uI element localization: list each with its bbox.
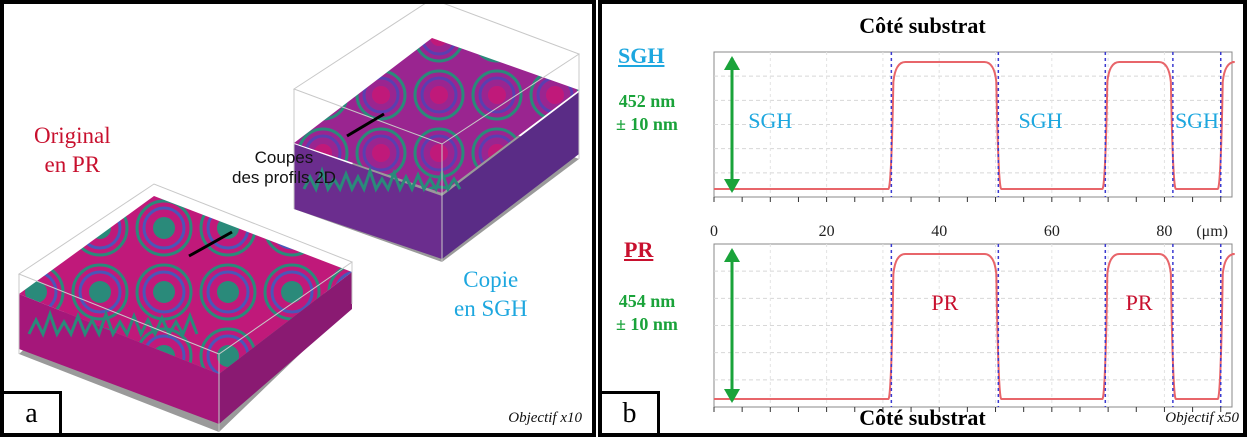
height-arrow-head-down xyxy=(724,179,740,193)
sgh-region-label: SGH xyxy=(1019,108,1063,133)
sgh-profile-cut-line xyxy=(346,112,385,138)
panel-b-label: b xyxy=(602,391,660,433)
panel-a-3d-topography: Original en PR Coupes des profils 2D Cop… xyxy=(0,0,596,437)
pr-original-block xyxy=(17,183,354,432)
x-tick-label: 20 xyxy=(819,223,835,240)
pr-profile-curve xyxy=(714,253,1235,400)
profile-cuts-label: Coupes des profils 2D xyxy=(232,148,336,187)
x-tick-label: 80 xyxy=(1156,223,1172,240)
panel-a-label: a xyxy=(4,391,62,433)
height-arrow-head-down xyxy=(724,389,740,403)
panel-b-2d-profiles: Côté substrat Côté substrat SGH PR 452 n… xyxy=(598,0,1247,437)
objective-x10-label: Objectif x10 xyxy=(508,410,582,426)
sgh-step-height: 452 nm ± 10 nm xyxy=(616,91,678,134)
bottom-substrate-title: Côté substrat xyxy=(859,404,986,430)
top-substrate-title: Côté substrat xyxy=(859,13,986,38)
sgh-copy-block xyxy=(292,4,581,262)
sgh-profile-curve xyxy=(714,61,1235,190)
topography-renderings xyxy=(17,4,581,432)
height-arrow-head-up xyxy=(724,248,740,262)
pr-region-label: PR xyxy=(1126,290,1153,315)
original-pr-label: Original en PR xyxy=(34,123,111,177)
x-axis-unit: (μm) xyxy=(1196,223,1228,240)
height-arrow-head-up xyxy=(724,56,740,70)
x-tick-label: 60 xyxy=(1044,223,1060,240)
profile-plots: 0 20 40 60 80 (μm) SGH SGH SGH PR PR xyxy=(710,51,1235,412)
pr-step-height: 454 nm ± 10 nm xyxy=(616,291,678,334)
pr-region-label: PR xyxy=(931,290,958,315)
x-tick-label: 40 xyxy=(931,223,947,240)
x-tick-label: 0 xyxy=(710,223,718,240)
sgh-region-label: SGH xyxy=(1175,108,1219,133)
sgh-region-label: SGH xyxy=(748,108,792,133)
sgh-copy-label: Copie en SGH xyxy=(454,267,528,321)
sgh-heading: SGH xyxy=(618,43,665,68)
pr-heading: PR xyxy=(624,237,654,262)
pr-profile-cut-line xyxy=(188,230,233,258)
objective-x50-label: Objectif x50 xyxy=(1165,410,1239,426)
